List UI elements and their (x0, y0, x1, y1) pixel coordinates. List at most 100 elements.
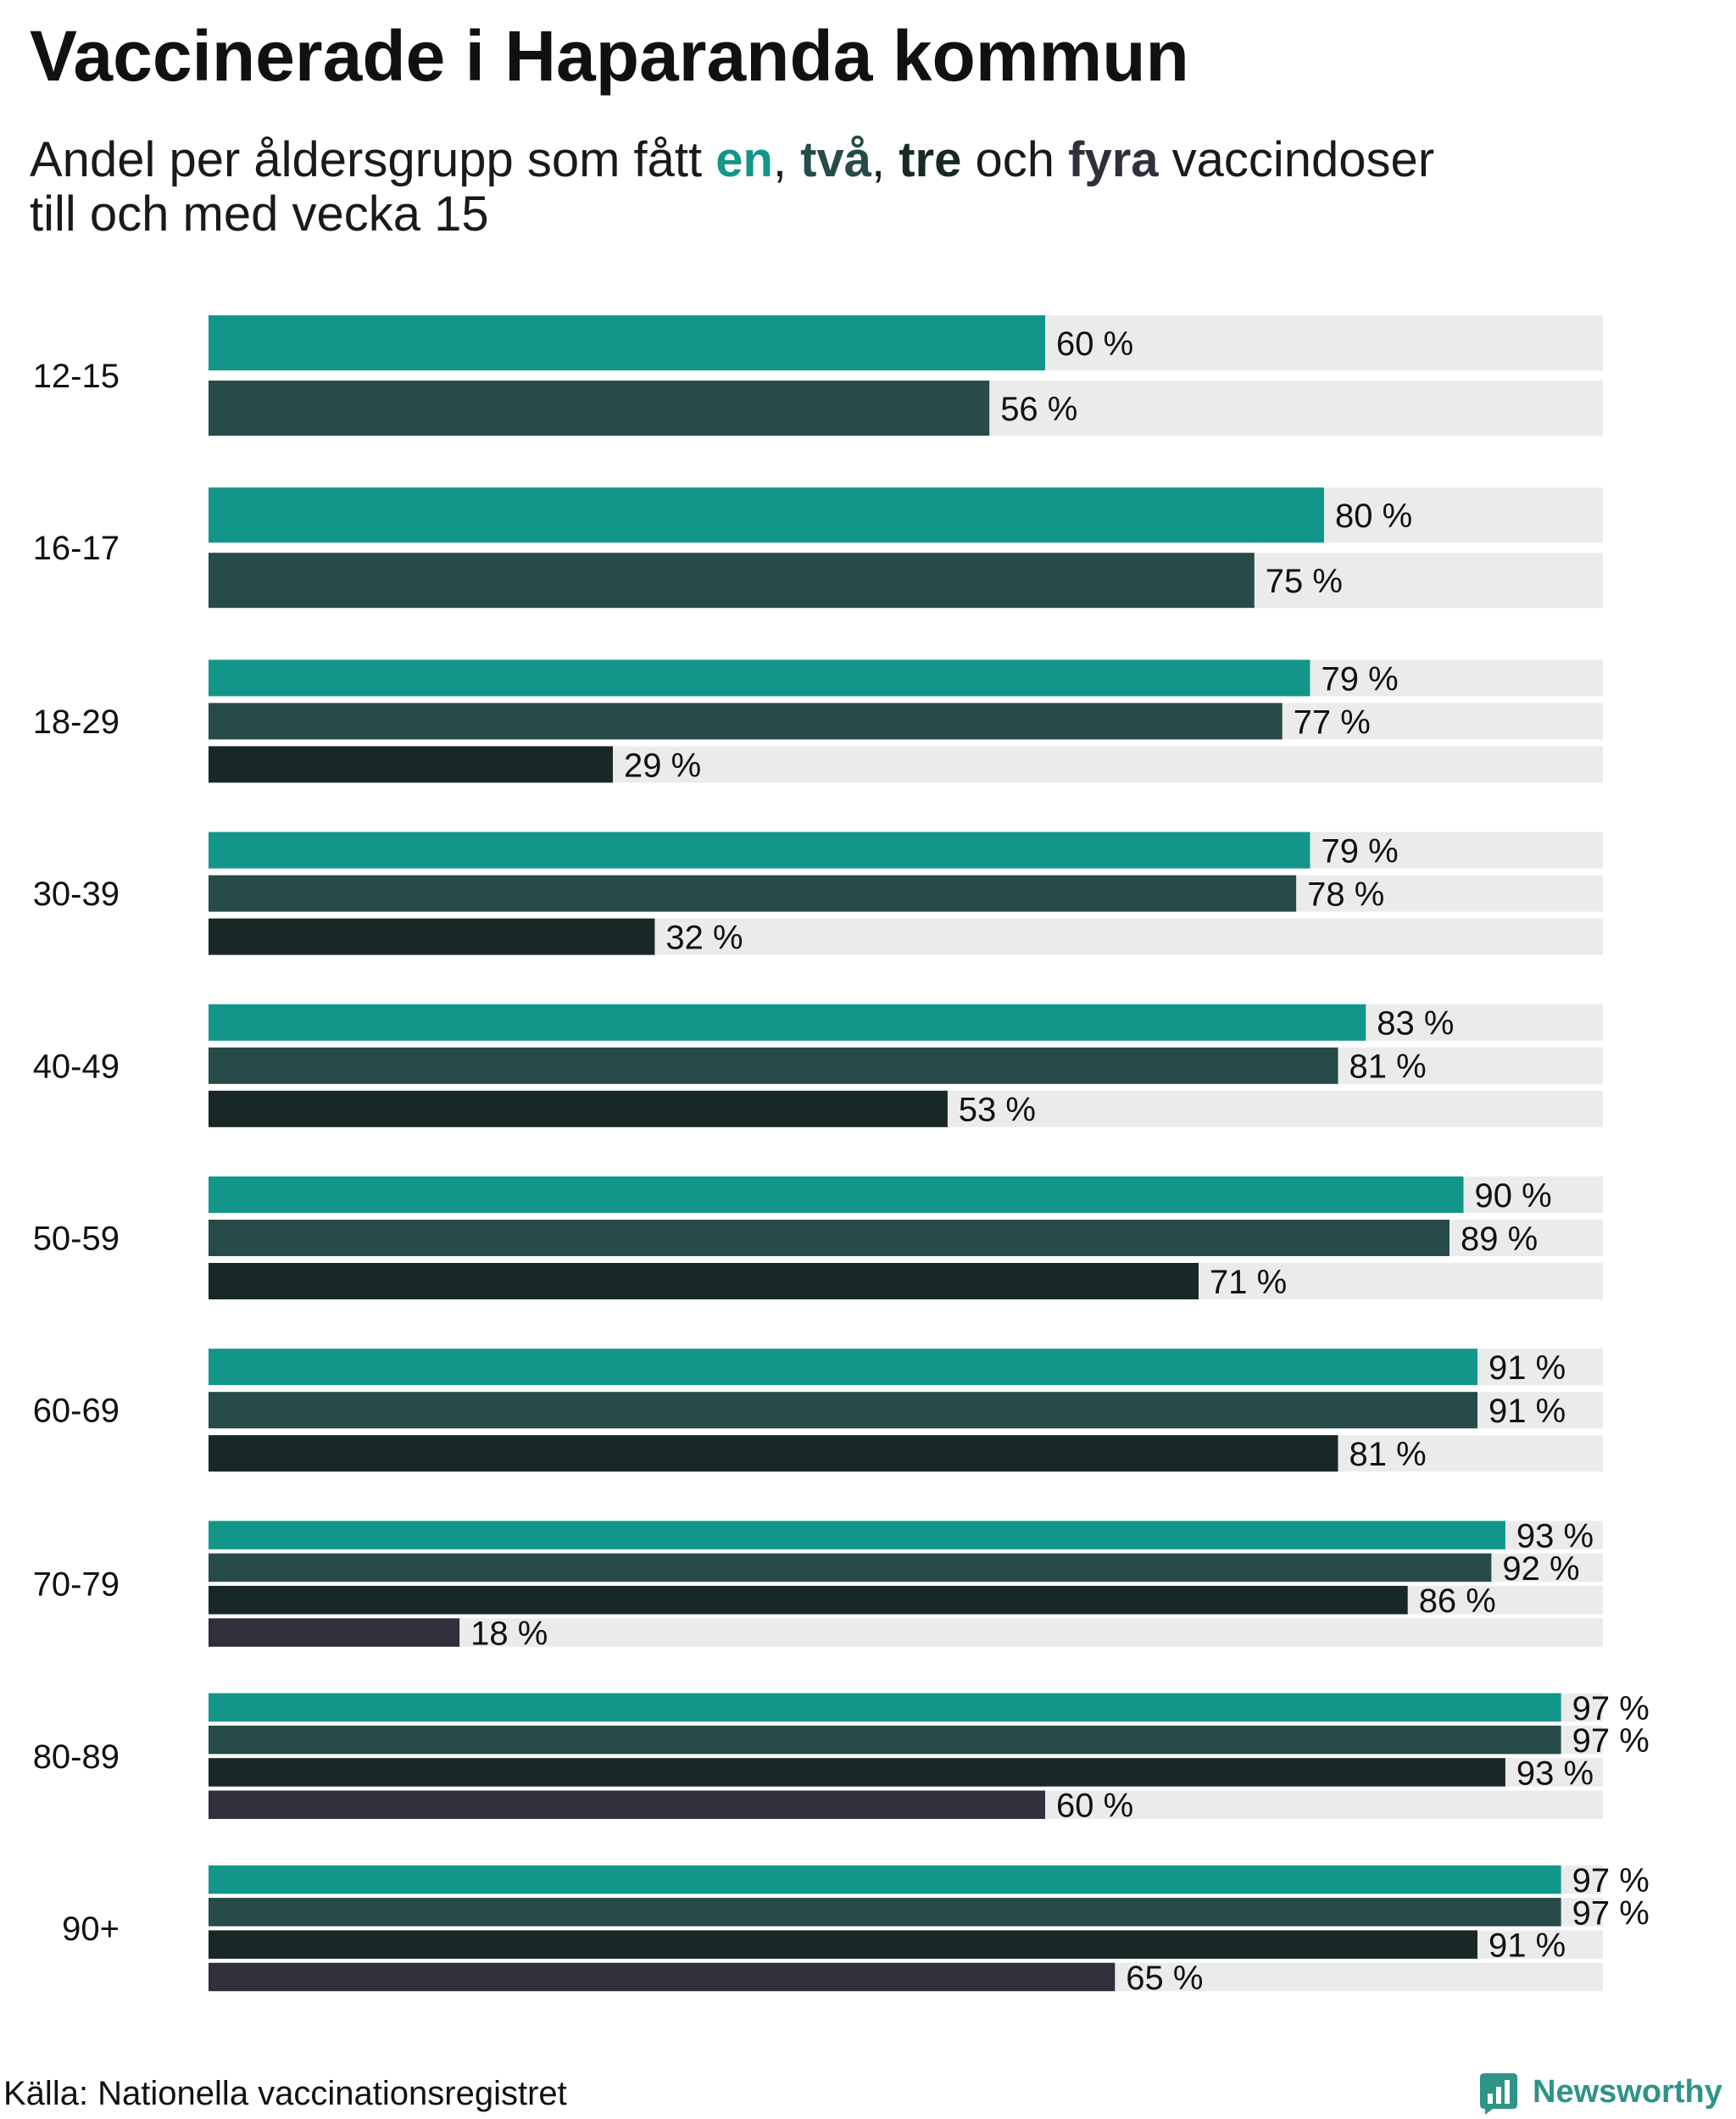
value-label: 97 % (1572, 1862, 1650, 1899)
value-label: 91 % (1488, 1393, 1566, 1430)
bar-dose-2-age-80-89 (209, 1725, 1561, 1755)
bar-dose-1-age-70-79 (209, 1521, 1505, 1549)
value-label: 29 % (624, 747, 701, 784)
category-label: 40-49 (33, 1048, 120, 1085)
value-label: 91 % (1488, 1927, 1566, 1965)
value-label: 56 % (1000, 391, 1077, 428)
bar-dose-2-age-70-79 (209, 1553, 1492, 1582)
bar-dose-2-age-50-59 (209, 1220, 1449, 1256)
value-label: 93 % (1516, 1518, 1594, 1555)
value-label: 60 % (1056, 1788, 1133, 1825)
value-label: 97 % (1572, 1722, 1650, 1760)
bar-dose-1-age-90-plus (209, 1865, 1561, 1894)
bar-dose-1-age-50-59 (209, 1176, 1464, 1213)
value-label: 97 % (1572, 1690, 1650, 1727)
chart-title: Vaccinerade i Haparanda kommun (30, 16, 1189, 96)
value-label: 60 % (1056, 325, 1133, 363)
bar-dose-2-age-18-29 (209, 703, 1283, 740)
age-group-12-15: 12-15 60 % 56 % (33, 315, 1603, 436)
newsworthy-logo-icon (1480, 2073, 1517, 2115)
bar-dose-2-age-16-17 (209, 553, 1255, 609)
bar-dose-3-age-90-plus (209, 1930, 1477, 1959)
value-label: 92 % (1502, 1550, 1579, 1588)
value-label: 75 % (1266, 563, 1343, 600)
bar-dose-1-age-30-39 (209, 831, 1310, 869)
bar-dose-1-age-60-69 (209, 1349, 1477, 1386)
age-group-16-17: 16-17 80 % 75 % (33, 487, 1603, 609)
bar-dose-2-age-30-39 (209, 875, 1297, 912)
category-label: 50-59 (33, 1221, 120, 1258)
age-group-50-59: 50-59 90 % 89 % 71 % (33, 1176, 1603, 1301)
bar-dose-3-age-70-79 (209, 1586, 1408, 1615)
value-label: 77 % (1294, 704, 1371, 741)
bar-dose-3-age-80-89 (209, 1758, 1505, 1787)
age-group-70-79: 70-79 93 %92 %86 % 18 % (33, 1518, 1603, 1653)
value-label: 90 % (1475, 1177, 1552, 1215)
legend-dose-1: en (715, 132, 773, 187)
legend-dose-3: tre (899, 132, 962, 187)
bar-dose-4-age-90-plus (209, 1962, 1116, 1992)
bar-dose-2-age-12-15 (209, 381, 990, 436)
category-label: 70-79 (33, 1566, 120, 1604)
value-label: 93 % (1516, 1755, 1594, 1792)
subtitle-separator: , (871, 132, 899, 187)
legend-dose-4: fyra (1068, 132, 1159, 187)
bar-dose-3-age-60-69 (209, 1435, 1338, 1472)
subtitle-text: vaccindoser (1158, 132, 1435, 187)
bar-dose-2-age-40-49 (209, 1047, 1338, 1084)
category-label: 18-29 (33, 704, 120, 741)
bar-dose-3-age-30-39 (209, 918, 655, 955)
bar-dose-4-age-80-89 (209, 1790, 1045, 1819)
age-group-60-69: 60-69 91 % 91 % 81 % (33, 1349, 1603, 1473)
value-label: 65 % (1126, 1960, 1203, 1997)
bar-dose-1-age-16-17 (209, 487, 1324, 543)
value-label: 53 % (959, 1092, 1036, 1129)
bar-dose-2-age-60-69 (209, 1392, 1477, 1429)
bar-dose-3-age-50-59 (209, 1263, 1199, 1299)
subtitle-line-2: till och med vecka 15 (30, 186, 489, 242)
bar-dose-3-age-40-49 (209, 1090, 948, 1127)
value-label: 71 % (1210, 1264, 1287, 1301)
bar-dose-1-age-40-49 (209, 1004, 1366, 1041)
bar-dose-1-age-12-15 (209, 315, 1045, 370)
category-label: 30-39 (33, 876, 120, 913)
subtitle-separator: och (961, 132, 1069, 187)
value-label: 80 % (1335, 498, 1412, 535)
age-group-30-39: 30-39 79 % 78 % 32 % (33, 831, 1603, 957)
subtitle-text: Andel per åldersgrupp som fått (30, 132, 716, 187)
age-group-90-plus: 90+ 97 %97 %91 % 65 % (62, 1862, 1650, 1997)
bar-dose-2-age-90-plus (209, 1898, 1561, 1927)
bar-dose-3-age-18-29 (209, 746, 613, 783)
category-label: 12-15 (33, 358, 120, 395)
age-group-40-49: 40-49 83 % 81 % 53 % (33, 1004, 1603, 1129)
category-label: 80-89 (33, 1738, 120, 1776)
value-label: 79 % (1321, 660, 1399, 698)
value-label: 97 % (1572, 1894, 1650, 1932)
value-label: 89 % (1461, 1221, 1538, 1258)
newsworthy-logo: Newsworthy (1478, 2072, 1729, 2116)
source-note: Källa: Nationella vaccinationsregistret (3, 2075, 567, 2112)
subtitle-line-1: Andel per åldersgrupp som fått en, två, … (30, 133, 1434, 187)
value-label: 18 % (470, 1616, 548, 1653)
logo-wordmark: Newsworthy (1533, 2074, 1722, 2110)
category-label: 90+ (62, 1910, 120, 1948)
value-label: 78 % (1307, 876, 1384, 914)
value-label: 79 % (1321, 833, 1399, 870)
subtitle-separator: , (772, 132, 801, 187)
bar-dose-1-age-80-89 (209, 1693, 1561, 1722)
value-label: 91 % (1488, 1349, 1566, 1387)
age-group-18-29: 18-29 79 % 77 % 29 % (33, 659, 1603, 784)
category-label: 16-17 (33, 530, 120, 567)
value-label: 83 % (1377, 1005, 1454, 1043)
value-label: 32 % (665, 920, 743, 957)
value-label: 81 % (1349, 1436, 1427, 1473)
chart-subtitle: Andel per åldersgrupp som fått en, två, … (30, 133, 1434, 242)
bar-dose-4-age-70-79 (209, 1618, 460, 1647)
bar-dose-1-age-18-29 (209, 659, 1310, 697)
category-label: 60-69 (33, 1393, 120, 1430)
legend-dose-2: två (800, 132, 871, 187)
value-label: 86 % (1419, 1582, 1496, 1620)
value-label: 81 % (1349, 1048, 1427, 1086)
